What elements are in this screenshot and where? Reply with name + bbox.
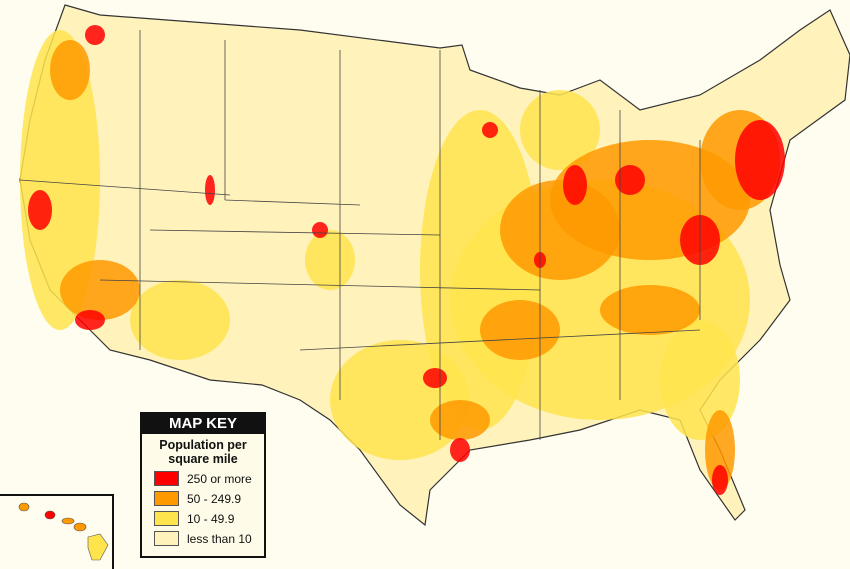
density-region: [600, 285, 700, 335]
density-region: [423, 368, 447, 388]
swatch-orange: [154, 491, 179, 506]
density-region: [305, 230, 355, 290]
density-region: [500, 180, 620, 280]
legend-item: 50 - 249.9: [154, 491, 264, 506]
legend-label: 250 or more: [187, 471, 252, 486]
density-region: [615, 165, 645, 195]
density-region: [482, 122, 498, 138]
legend-label: 10 - 49.9: [187, 511, 235, 526]
subtitle-line-2: square mile: [168, 452, 238, 466]
density-region: [430, 400, 490, 440]
density-region: [563, 165, 587, 205]
density-region: [85, 25, 105, 45]
map-key-title: MAP KEY: [142, 414, 264, 434]
swatch-red: [154, 471, 179, 486]
density-region: [480, 300, 560, 360]
density-region: [28, 190, 52, 230]
density-region: [312, 222, 328, 238]
density-region: [450, 438, 470, 462]
density-region: [735, 120, 785, 200]
density-region: [50, 40, 90, 100]
density-region: [130, 280, 230, 360]
density-region: [330, 340, 470, 460]
legend-item: less than 10: [154, 531, 264, 546]
legend-item: 10 - 49.9: [154, 511, 264, 526]
map-key: MAP KEY Population per square mile 250 o…: [140, 412, 266, 558]
density-region: [205, 175, 215, 205]
density-region: [20, 30, 100, 330]
legend-label: 50 - 249.9: [187, 491, 242, 506]
subtitle-line-1: Population per: [159, 438, 247, 452]
legend-label: less than 10: [187, 531, 252, 546]
density-region: [75, 310, 105, 330]
state-borders: [19, 30, 701, 440]
density-region: [60, 260, 140, 320]
density-region: [712, 465, 728, 495]
swatch-pale: [154, 531, 179, 546]
swatch-yellow: [154, 511, 179, 526]
legend-item: 250 or more: [154, 471, 264, 486]
density-region: [705, 410, 735, 490]
map-key-subtitle: Population per square mile: [142, 438, 264, 466]
hawaii-inset: [0, 494, 114, 569]
